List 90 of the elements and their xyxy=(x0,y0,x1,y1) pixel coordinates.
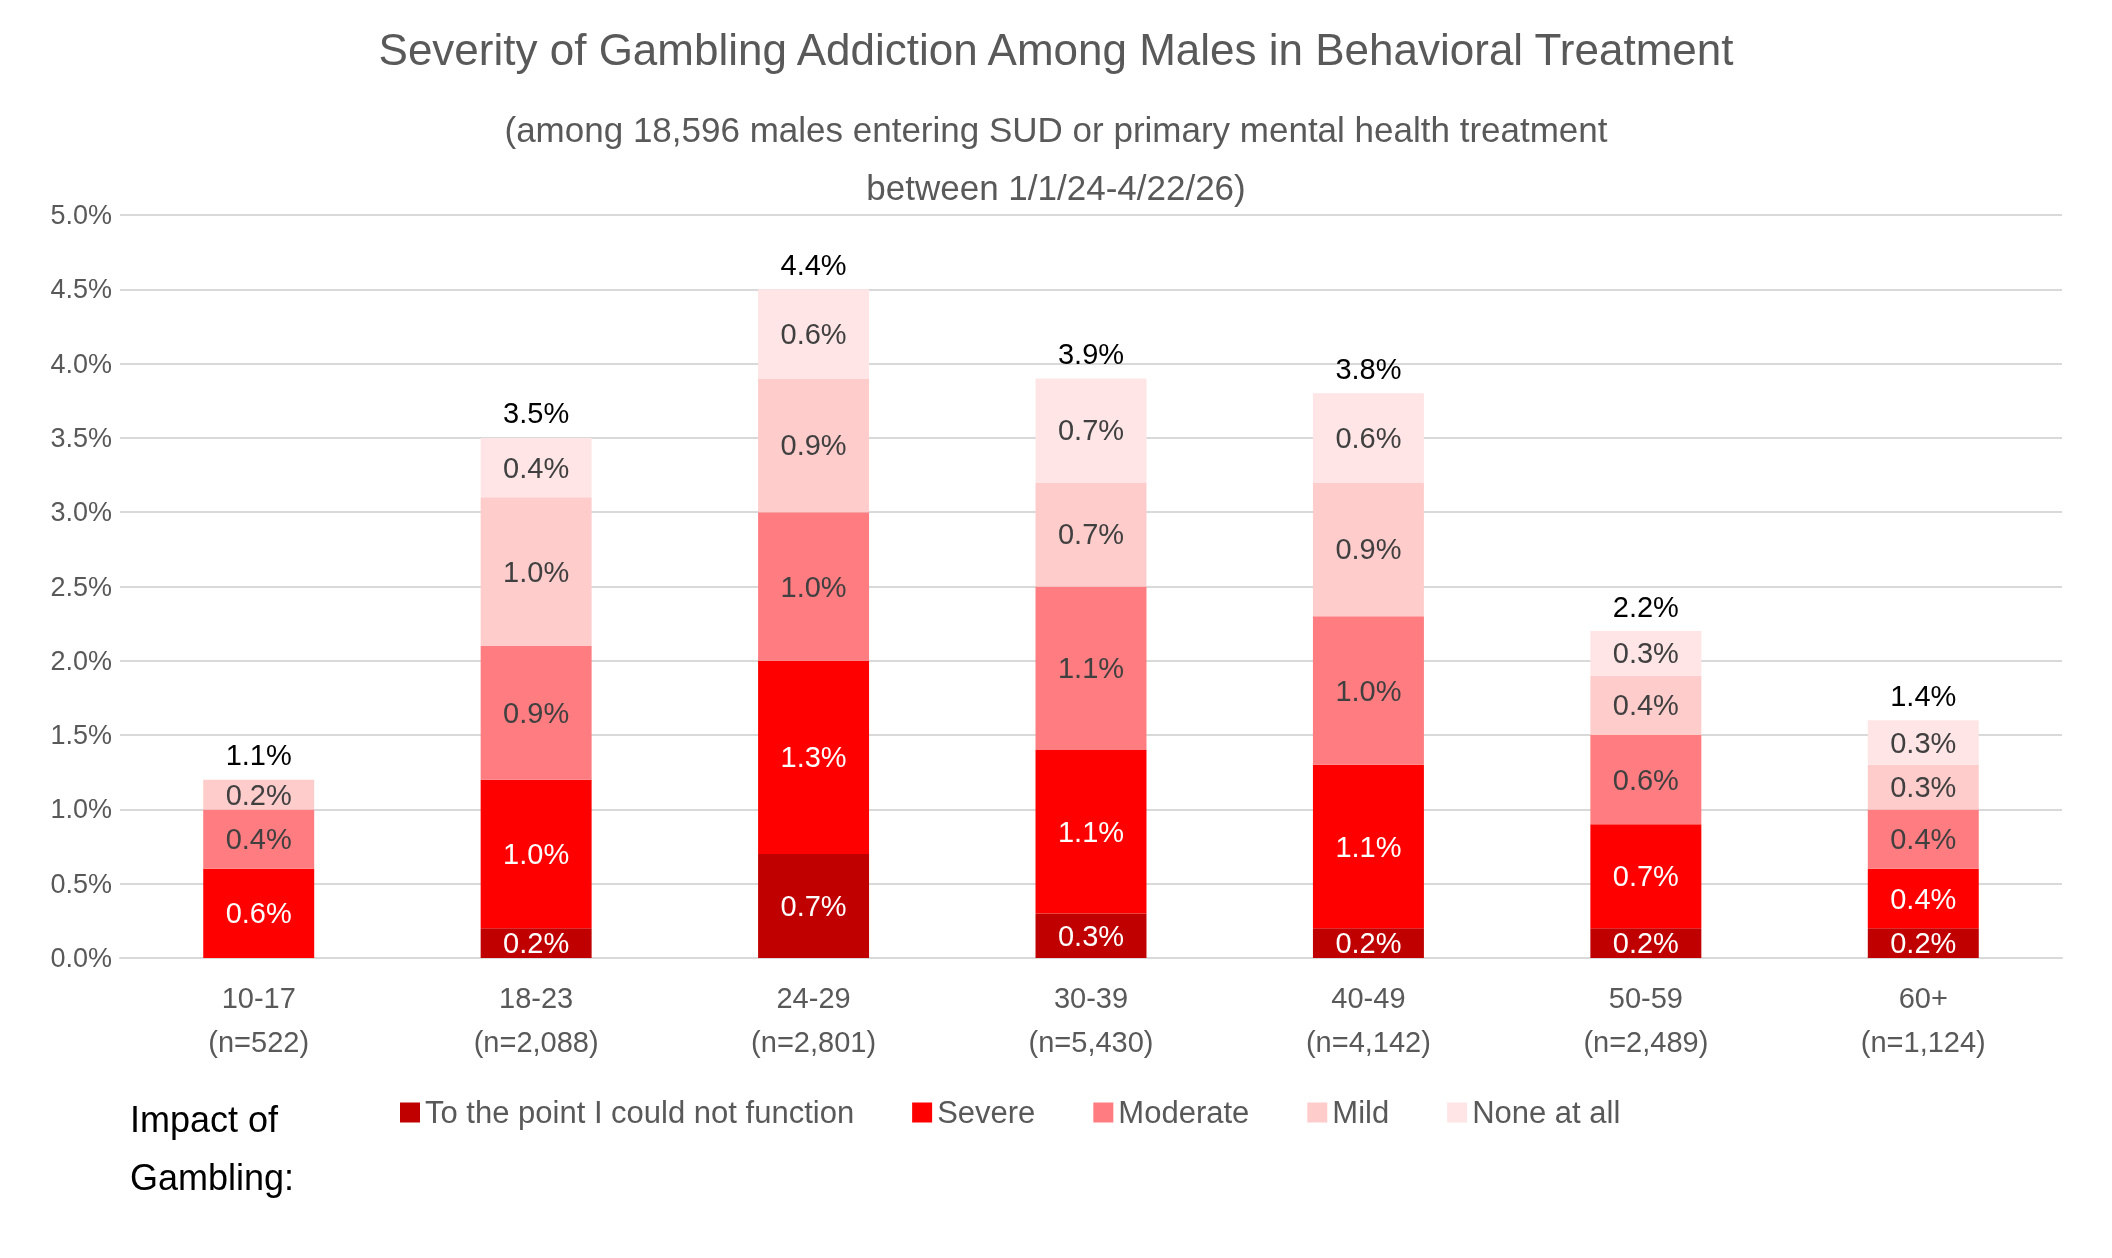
total-label: 1.1% xyxy=(225,739,292,772)
data-label: 1.1% xyxy=(1335,830,1402,863)
bar xyxy=(1867,868,1979,929)
data-label: 0.3% xyxy=(1890,771,1957,804)
bar xyxy=(1312,393,1424,483)
bar xyxy=(1867,809,1979,869)
data-label: 0.2% xyxy=(225,778,292,811)
data-label: 0.3% xyxy=(1890,726,1957,759)
data-label: 1.0% xyxy=(503,837,570,870)
data-label: 0.2% xyxy=(503,927,570,960)
data-label: 1.0% xyxy=(503,555,570,588)
data-label: 0.6% xyxy=(225,897,292,930)
y-tick-label: 5.0% xyxy=(50,200,112,230)
y-tick-label: 3.5% xyxy=(50,422,112,453)
total-label: 1.4% xyxy=(1890,679,1957,712)
bar xyxy=(480,437,592,498)
y-tick-label: 3.0% xyxy=(50,497,112,528)
legend-title: Impact of Gambling: xyxy=(130,1098,295,1198)
y-tick-label: 2.5% xyxy=(50,571,112,602)
x-tick-label: 24-29 (n=2,801) xyxy=(751,982,877,1058)
data-label: 0.2% xyxy=(1335,927,1402,960)
bar xyxy=(1312,616,1424,765)
data-label: 0.7% xyxy=(1057,414,1125,447)
data-label: 0.2% xyxy=(1612,927,1679,960)
data-label: 0.4% xyxy=(1890,882,1957,915)
data-label: 0.9% xyxy=(1335,533,1402,566)
data-label: 0.7% xyxy=(1057,518,1125,551)
bar xyxy=(758,853,870,958)
data-label: 0.3% xyxy=(1057,919,1125,952)
data-label: 0.4% xyxy=(225,823,292,856)
legend-label: Moderate xyxy=(1118,1095,1250,1130)
y-tick-label: 0.5% xyxy=(50,868,112,899)
data-label: 1.3% xyxy=(780,741,847,774)
bar xyxy=(203,868,315,958)
legend-label: To the point I could not function xyxy=(425,1095,855,1130)
bar xyxy=(480,645,592,780)
bar xyxy=(1035,749,1147,914)
bar xyxy=(758,512,870,661)
legend-label: Severe xyxy=(937,1095,1036,1130)
bar xyxy=(758,660,870,854)
y-tick-label: 2.0% xyxy=(50,645,112,676)
bar xyxy=(1590,735,1702,825)
legend-label: Mild xyxy=(1332,1095,1390,1130)
data-label: 0.6% xyxy=(1612,763,1679,796)
x-tick-label: 30-39 (n=5,430) xyxy=(1028,982,1154,1058)
y-tick-label: 0.0% xyxy=(50,943,112,973)
x-tick-label: 50-59 (n=2,489) xyxy=(1583,982,1709,1058)
data-label: 1.0% xyxy=(780,570,847,603)
data-label: 0.4% xyxy=(503,451,570,484)
total-label: 2.2% xyxy=(1612,590,1679,623)
legend-label: None at all xyxy=(1472,1095,1621,1130)
bar xyxy=(1312,764,1424,929)
data-label: 1.1% xyxy=(1057,815,1125,848)
bar xyxy=(758,378,870,513)
data-label: 0.9% xyxy=(780,429,847,462)
y-tick-label: 4.0% xyxy=(50,348,112,379)
total-label: 3.5% xyxy=(503,397,570,430)
x-tick-label: 18-23 (n=2,088) xyxy=(473,982,599,1058)
data-label: 0.7% xyxy=(780,889,847,922)
bar xyxy=(1035,482,1147,587)
total-label: 4.4% xyxy=(780,248,847,281)
total-label: 3.9% xyxy=(1057,337,1125,370)
data-label: 0.4% xyxy=(1890,823,1957,856)
total-label: 3.8% xyxy=(1335,352,1402,385)
x-tick-label: 40-49 (n=4,142) xyxy=(1305,982,1431,1058)
data-label: 0.6% xyxy=(780,317,847,350)
data-label: 0.4% xyxy=(1612,689,1679,722)
y-tick-label: 4.5% xyxy=(50,274,112,305)
bar xyxy=(480,497,592,646)
bar xyxy=(758,289,870,379)
data-label: 1.1% xyxy=(1057,652,1125,685)
bar xyxy=(1312,482,1424,617)
chart-subtitle: (among 18,596 males entering SUD or primary mental health treatment between 1/1/24-4/22/26) xyxy=(504,109,1608,207)
bar xyxy=(480,779,592,929)
x-tick-label: 60+ (n=1,124) xyxy=(1860,982,1986,1058)
bar xyxy=(1590,675,1702,736)
data-label: 0.9% xyxy=(503,696,570,729)
bar xyxy=(1590,824,1702,929)
data-label: 1.0% xyxy=(1335,674,1402,707)
y-tick-label: 1.0% xyxy=(50,794,112,825)
chart-title: Severity of Gambling Addiction Among Males in Behavioral Treatment xyxy=(378,24,1734,74)
data-label: 0.3% xyxy=(1612,637,1679,670)
data-label: 0.6% xyxy=(1335,421,1402,454)
data-label: 0.7% xyxy=(1612,860,1679,893)
bar xyxy=(1035,378,1147,483)
bar xyxy=(1035,586,1147,750)
y-tick-label: 1.5% xyxy=(50,720,112,751)
x-tick-label: 10-17 (n=522) xyxy=(208,982,310,1058)
data-label: 0.2% xyxy=(1890,927,1957,960)
bar xyxy=(203,809,315,869)
